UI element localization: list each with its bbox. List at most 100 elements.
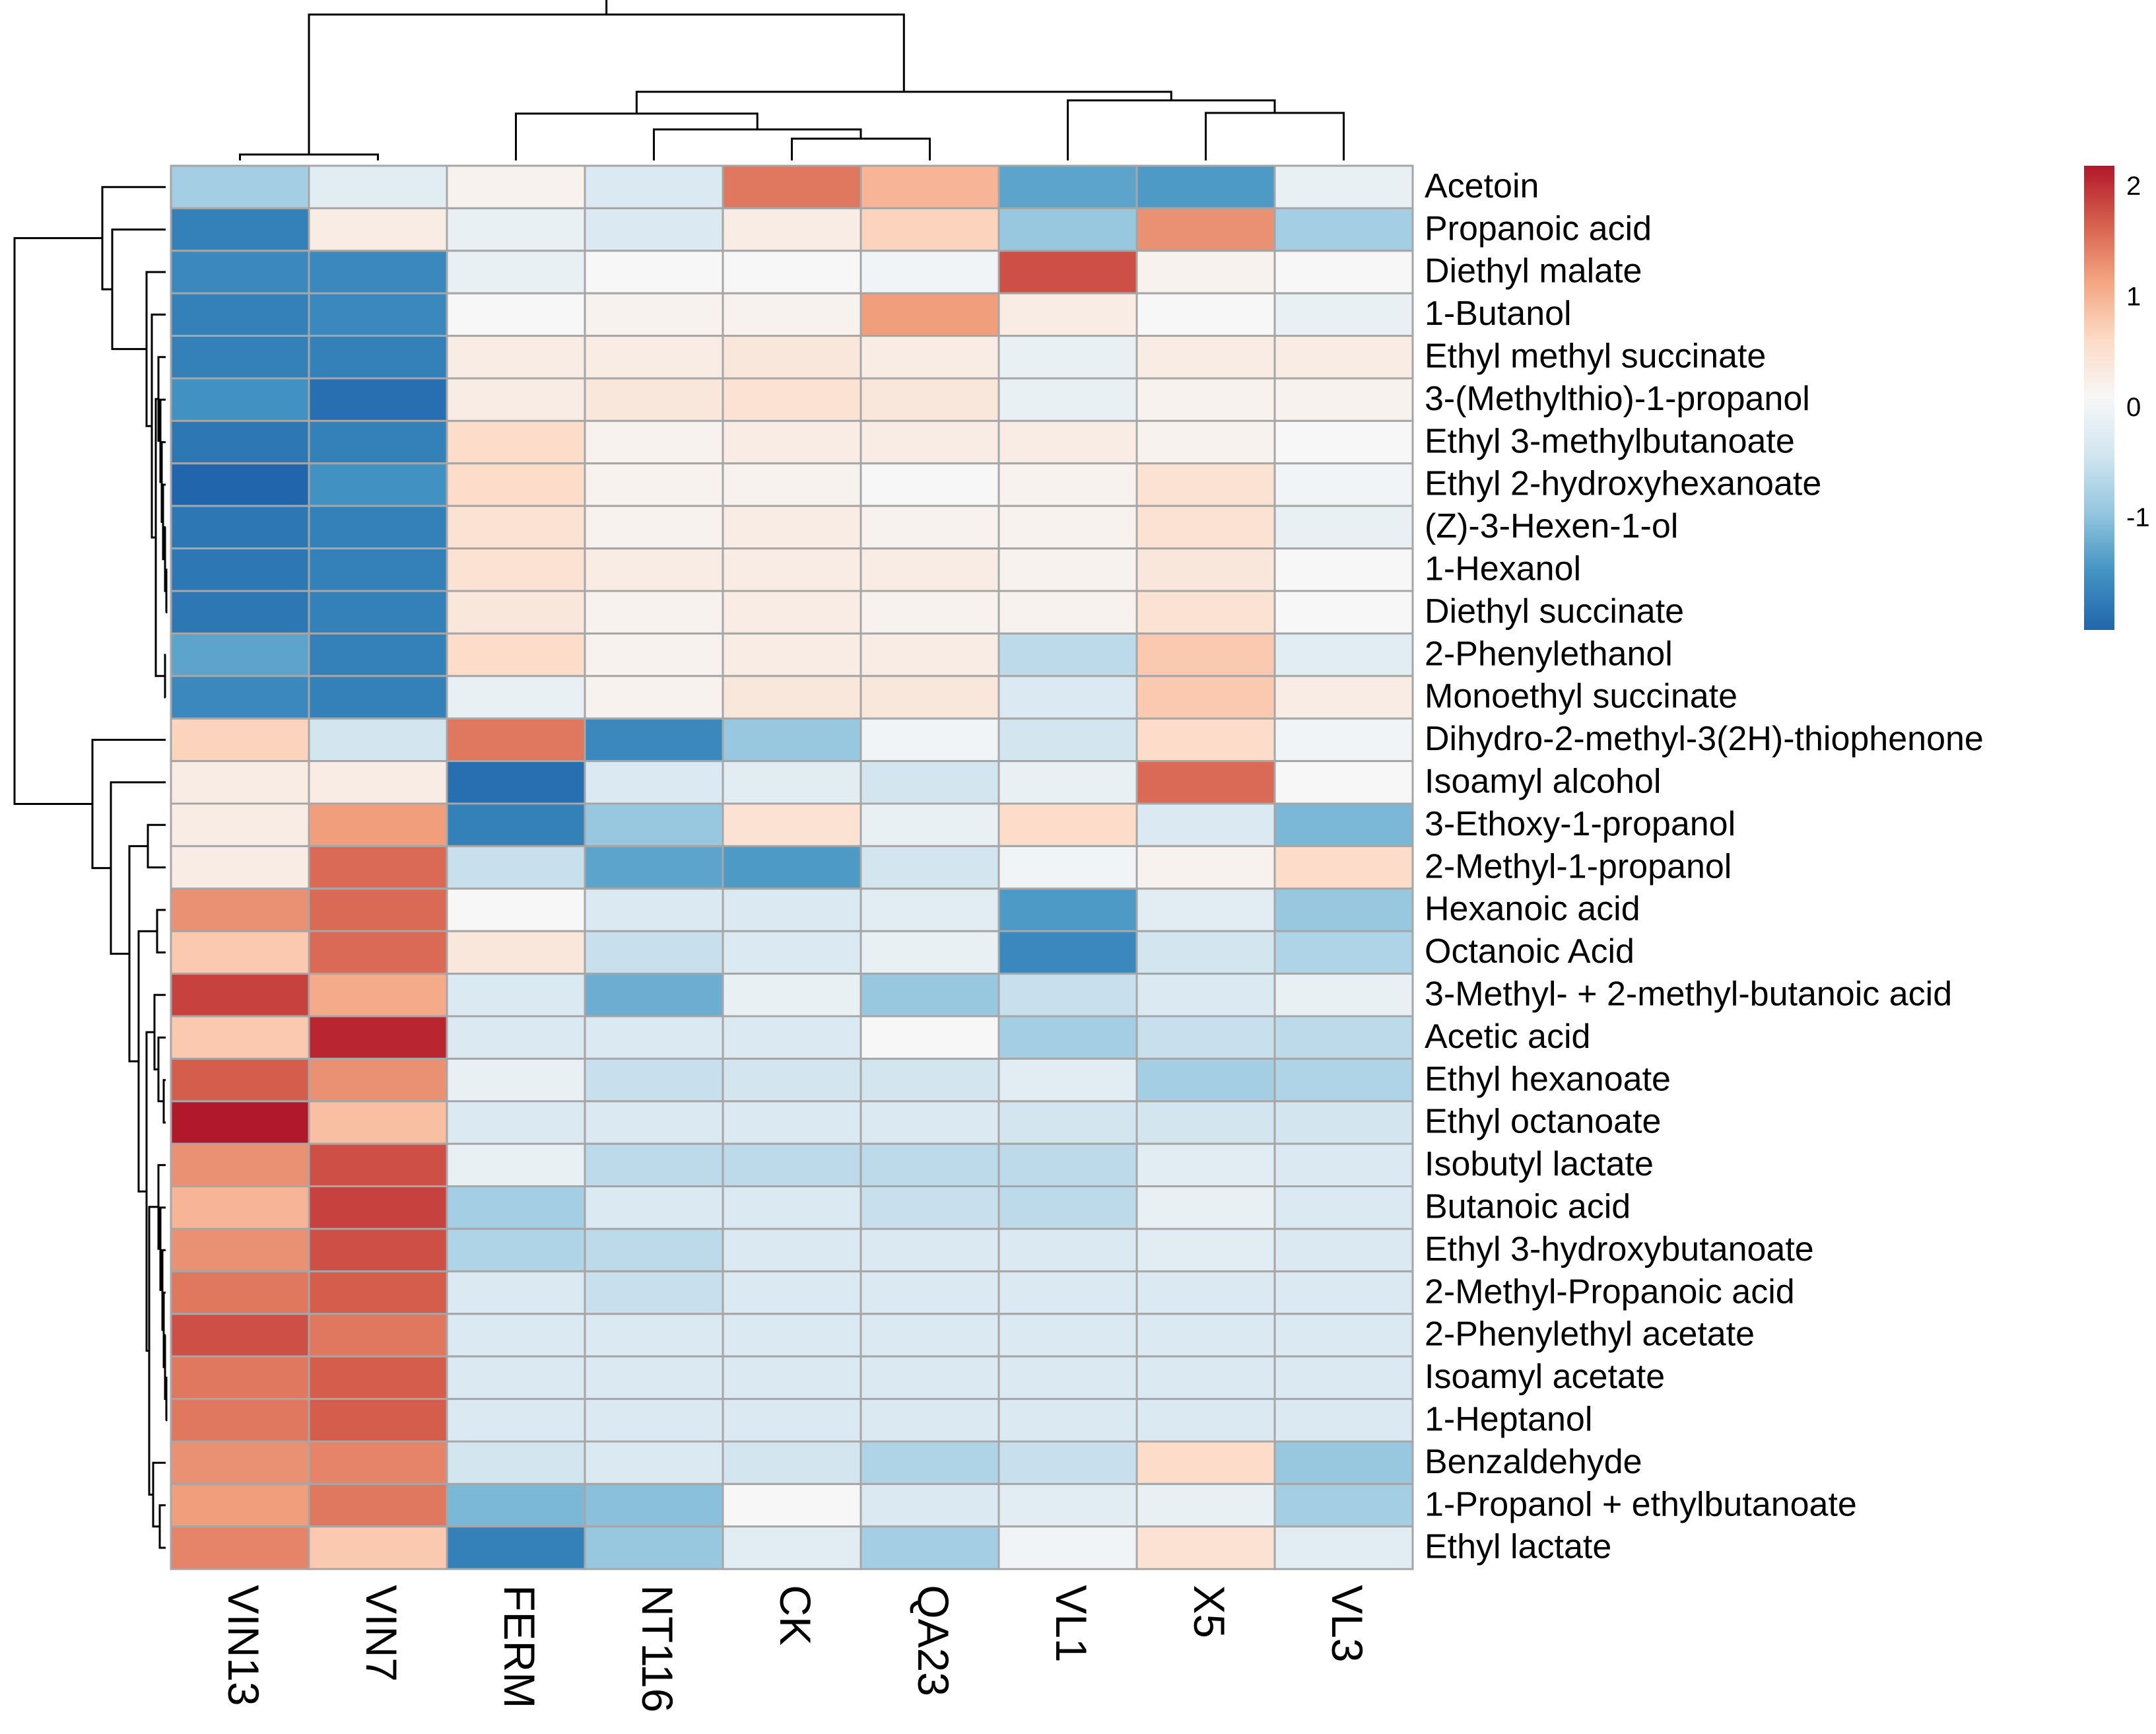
cell-3-methyl-2-methyl-butanoic-acid-qa23	[859, 973, 1000, 1018]
column-dendrogram-link	[1205, 112, 1345, 160]
cell-2-phenylethanol-vl1	[997, 632, 1138, 677]
cell-2-phenylethanol-qa23	[859, 632, 1000, 677]
cell-2-phenylethyl-acetate-vl3	[1273, 1313, 1414, 1358]
column-dendrogram-link	[515, 112, 758, 160]
cell-ethyl-3-methylbutanoate-ck	[722, 419, 862, 465]
cell-acetoin-qa23	[859, 164, 1000, 209]
cell-diethyl-succinate-qa23	[859, 590, 1000, 635]
cell-isoamyl-alcohol-vin13	[170, 760, 310, 805]
column-label-x5: X5	[1185, 1585, 1234, 1638]
cell-acetoin-nt116	[584, 164, 724, 209]
cell-dihydro-2-methyl-3-2h-thiophenone-vl1	[997, 717, 1138, 763]
cell-1-butanol-vl3	[1273, 292, 1414, 337]
row-dendrogram-link	[148, 1206, 158, 1496]
colorbar-legend: 2 1 0 -1	[2084, 166, 2150, 630]
cell-1-butanol-vin7	[308, 292, 448, 337]
cell-3-methylthio-1-propanol-vl1	[997, 377, 1138, 422]
cell-ethyl-3-hydroxybutanoate-x5	[1135, 1228, 1276, 1272]
cell-diethyl-malate-vin7	[308, 250, 448, 295]
row-label-3-methyl-2-methyl-butanoic-acid: 3-Methyl- + 2-methyl-butanoic acid	[1425, 975, 1952, 1014]
cell-butanoic-acid-ck	[722, 1185, 862, 1230]
cell-ethyl-3-hydroxybutanoate-vl1	[997, 1228, 1138, 1272]
row-label-diethyl-malate: Diethyl malate	[1425, 252, 1642, 291]
row-label-ethyl-octanoate: Ethyl octanoate	[1425, 1103, 1661, 1141]
cell-1-propanol-ethylbutanoate-qa23	[859, 1482, 1000, 1528]
cell-diethyl-succinate-vin13	[170, 590, 310, 635]
cell-ethyl-3-methylbutanoate-x5	[1135, 419, 1276, 465]
cell-ethyl-hexanoate-qa23	[859, 1057, 1000, 1103]
cell-3-ethoxy-1-propanol-x5	[1135, 802, 1276, 847]
column-label-vl3: VL3	[1323, 1585, 1372, 1662]
cell-z-3-hexen-1-ol-ck	[722, 504, 862, 550]
cell-ethyl-3-hydroxybutanoate-ck	[722, 1228, 862, 1272]
cell-ethyl-methyl-succinate-x5	[1135, 335, 1276, 380]
cell-ethyl-methyl-succinate-qa23	[859, 335, 1000, 380]
cell-3-methylthio-1-propanol-ck	[722, 377, 862, 422]
cell-ethyl-lactate-nt116	[584, 1525, 724, 1570]
cell-ethyl-lactate-ck	[722, 1525, 862, 1570]
cell-dihydro-2-methyl-3-2h-thiophenone-vin7	[308, 717, 448, 763]
cell-ethyl-octanoate-vin7	[308, 1100, 448, 1145]
cell-hexanoic-acid-ck	[722, 887, 862, 932]
row-label-ethyl-3-methylbutanoate: Ethyl 3-methylbutanoate	[1425, 422, 1795, 460]
column-dendrogram-link	[653, 128, 862, 160]
cell-2-phenylethanol-vl3	[1273, 632, 1414, 677]
cell-ethyl-3-methylbutanoate-vl3	[1273, 419, 1414, 465]
cell-2-phenylethyl-acetate-nt116	[584, 1313, 724, 1358]
row-label-diethyl-succinate: Diethyl succinate	[1425, 592, 1684, 631]
cell-1-propanol-ethylbutanoate-vin13	[170, 1482, 310, 1528]
cell-2-methyl-1-propanol-nt116	[584, 845, 724, 890]
cell-ethyl-3-hydroxybutanoate-ferm	[446, 1228, 586, 1272]
cell-isobutyl-lactate-vl3	[1273, 1142, 1414, 1188]
cell-propanoic-acid-ck	[722, 207, 862, 252]
cell-isobutyl-lactate-qa23	[859, 1142, 1000, 1188]
colorbar-ticks: 2 1 0 -1	[2126, 172, 2150, 532]
cell-acetoin-vl1	[997, 164, 1138, 209]
colorbar-tick-label: -1	[2126, 503, 2150, 532]
cell-isoamyl-alcohol-ck	[722, 760, 862, 805]
row-label-ethyl-3-hydroxybutanoate: Ethyl 3-hydroxybutanoate	[1425, 1230, 1814, 1268]
cell-propanoic-acid-vin13	[170, 207, 310, 252]
cell-ethyl-octanoate-vin13	[170, 1100, 310, 1145]
cell-butanoic-acid-qa23	[859, 1185, 1000, 1230]
row-dendrogram-link	[158, 1504, 166, 1549]
cell-isoamyl-alcohol-nt116	[584, 760, 724, 805]
cell-ethyl-2-hydroxyhexanoate-ck	[722, 462, 862, 507]
cell-hexanoic-acid-vin13	[170, 887, 310, 932]
cell-propanoic-acid-vin7	[308, 207, 448, 252]
cell-2-methyl-1-propanol-vin7	[308, 845, 448, 890]
cell-isobutyl-lactate-vl1	[997, 1142, 1138, 1188]
cell-ethyl-lactate-x5	[1135, 1525, 1276, 1570]
cell-butanoic-acid-vin13	[170, 1185, 310, 1230]
cell-2-methyl-propanoic-acid-vl3	[1273, 1270, 1414, 1315]
column-label-nt116: NT116	[633, 1585, 682, 1712]
cell-z-3-hexen-1-ol-qa23	[859, 504, 1000, 550]
cell-ethyl-2-hydroxyhexanoate-vl1	[997, 462, 1138, 507]
column-dendrogram	[239, 0, 1345, 160]
cell-isoamyl-acetate-vin7	[308, 1355, 448, 1401]
cell-acetoin-ck	[722, 164, 862, 209]
cell-acetoin-ferm	[446, 164, 586, 209]
row-label-ethyl-lactate: Ethyl lactate	[1425, 1528, 1611, 1566]
cell-ethyl-lactate-vl3	[1273, 1525, 1414, 1570]
cell-benzaldehyde-x5	[1135, 1440, 1276, 1485]
cell-octanoic-acid-vl1	[997, 930, 1138, 975]
cell-3-methylthio-1-propanol-ferm	[446, 377, 586, 422]
cell-hexanoic-acid-vl1	[997, 887, 1138, 932]
cell-ethyl-3-hydroxybutanoate-nt116	[584, 1228, 724, 1272]
cell-isobutyl-lactate-nt116	[584, 1142, 724, 1188]
cell-diethyl-succinate-vin7	[308, 590, 448, 635]
row-dendrogram-link	[153, 994, 166, 1070]
cell-2-methyl-1-propanol-vin13	[170, 845, 310, 890]
cell-z-3-hexen-1-ol-x5	[1135, 504, 1276, 550]
cell-acetoin-x5	[1135, 164, 1276, 209]
heatmap-cells	[170, 164, 1414, 1570]
row-label-2-methyl-propanoic-acid: 2-Methyl-Propanoic acid	[1425, 1272, 1795, 1311]
cell-propanoic-acid-x5	[1135, 207, 1276, 252]
cell-ethyl-octanoate-x5	[1135, 1100, 1276, 1145]
cell-2-phenylethanol-ferm	[446, 632, 586, 677]
cell-1-propanol-ethylbutanoate-vin7	[308, 1482, 448, 1528]
cell-butanoic-acid-vl1	[997, 1185, 1138, 1230]
cell-2-methyl-1-propanol-ferm	[446, 845, 586, 890]
cell-isoamyl-acetate-ck	[722, 1355, 862, 1401]
